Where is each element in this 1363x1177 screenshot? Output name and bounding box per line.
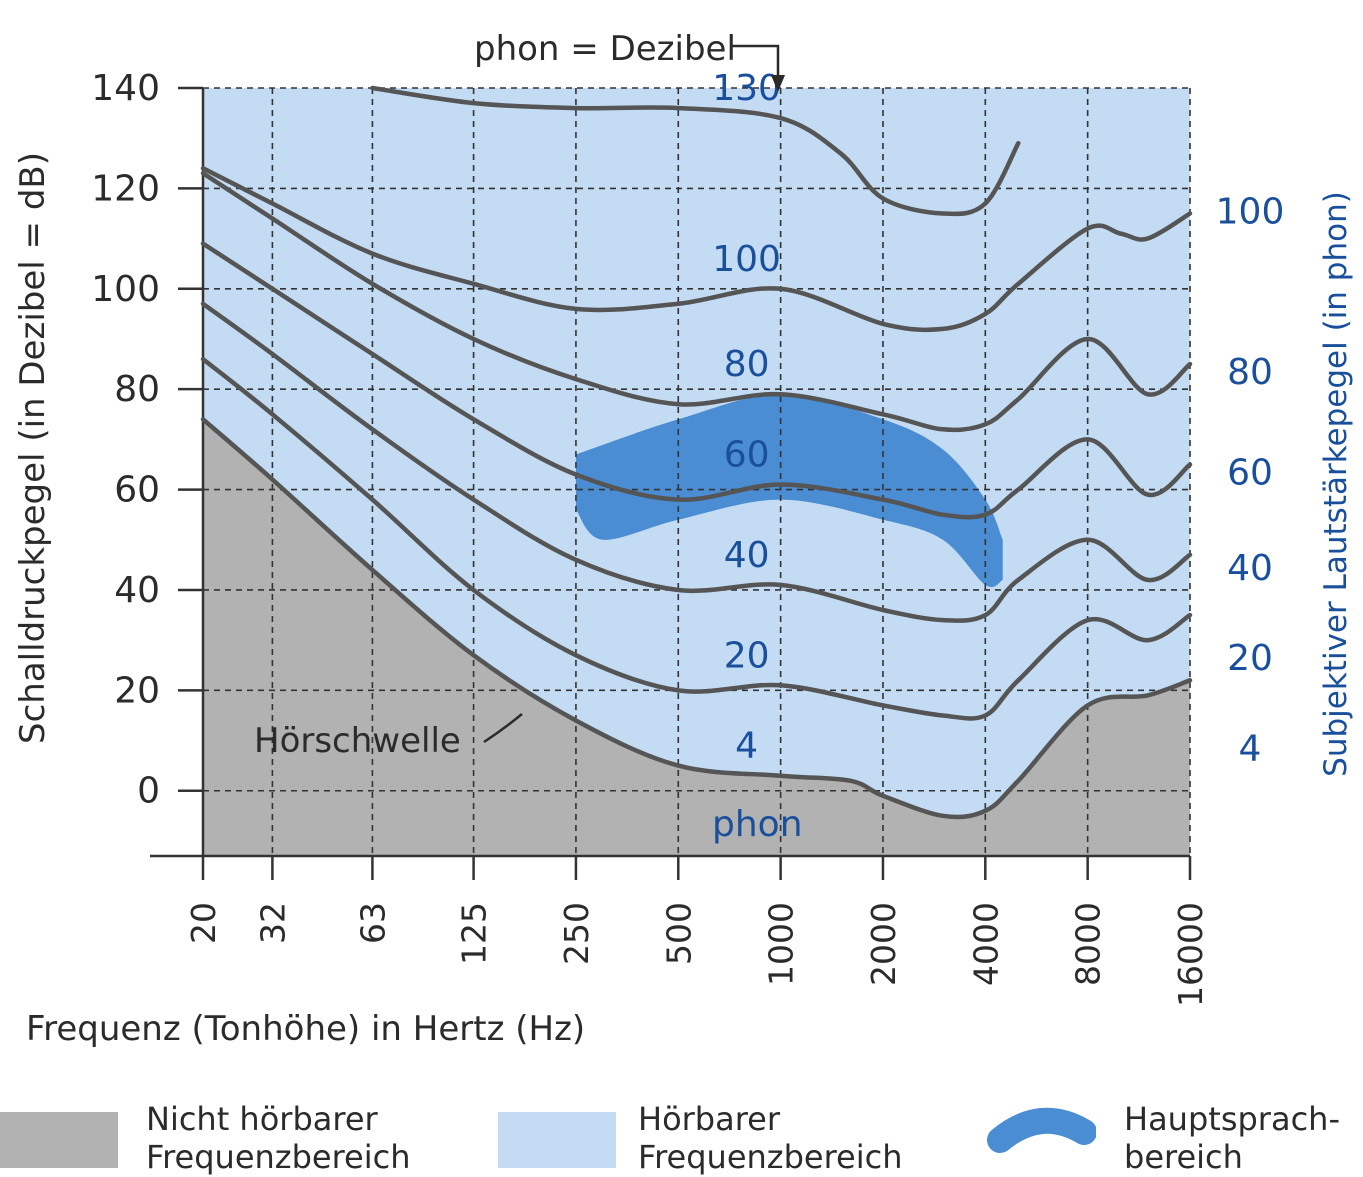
- right-tick-label: 100: [1216, 191, 1285, 232]
- threshold-pointer: [483, 713, 523, 744]
- curve-label-4: 4: [735, 726, 758, 767]
- curve-label-40: 40: [724, 535, 770, 576]
- annotation-top: phon = Dezibel: [474, 29, 736, 69]
- curves: [200, 85, 1193, 820]
- x-tick-label: 1000: [762, 902, 801, 986]
- y-tick-label: 100: [91, 269, 160, 310]
- unit-label: phon: [712, 804, 803, 845]
- legend-label-audible: Hörbarer Frequenzbereich: [638, 1100, 903, 1176]
- legend-label-inaudible: Nicht hörbarer Frequenzbereich: [146, 1100, 411, 1176]
- x-tick-label: 32: [253, 902, 292, 944]
- annotation-arrow-line: [732, 44, 780, 80]
- right-tick-label: 60: [1227, 453, 1273, 494]
- legend-swatch-speech: [987, 1107, 1096, 1153]
- curve-label-130: 130: [712, 68, 781, 109]
- x-tick-label: 20: [184, 902, 223, 944]
- right-tick-label: 4: [1239, 729, 1262, 770]
- x-tick-label: 125: [455, 902, 494, 965]
- curve-60: [200, 241, 1193, 520]
- legend-swatch-audible: [498, 1112, 616, 1168]
- curve-label-100: 100: [712, 239, 781, 280]
- y-axis-right-label: Subjektiver Lautstärkepegel (in phon): [1318, 191, 1354, 777]
- curve-80: [200, 171, 1193, 433]
- curve-40: [200, 301, 1193, 623]
- curve-label-60: 60: [724, 435, 770, 476]
- legend-item-audible: Hörbarer Frequenzbereich: [498, 1100, 938, 1176]
- x-tick-label: 4000: [966, 902, 1005, 986]
- y-tick-label: 60: [114, 470, 160, 511]
- curve-100: [200, 166, 1193, 333]
- axes: 140 120 100 80 60 40 20 0 20 32 63 125 250 500 1000 200…: [91, 68, 1210, 1007]
- curve-130: [370, 85, 1021, 217]
- inaudible-area: [203, 419, 1190, 856]
- y-tick-label: 80: [114, 369, 160, 410]
- x-tick-label: 250: [557, 902, 596, 965]
- right-tick-label: 20: [1227, 638, 1273, 679]
- y-axis-label: Schalldruckpegel (in Dezibel = dB): [13, 152, 53, 744]
- x-tick-label: 16000: [1171, 902, 1210, 1007]
- labels: 4 20 40 60 80 100 130 100 80 60 40 20 4: [712, 68, 1284, 769]
- x-tick-label: 63: [353, 902, 392, 944]
- y-tick-label: 140: [91, 68, 160, 109]
- curve-20: [200, 356, 1193, 721]
- curve-label-20: 20: [724, 635, 770, 676]
- legend-item-inaudible: Nicht hörbarer Frequenzbereich: [0, 1100, 446, 1176]
- x-tick-label: 500: [659, 902, 698, 965]
- y-tick-label: 120: [91, 168, 160, 209]
- x-axis-label: Frequenz (Tonhöhe) in Hertz (Hz): [26, 1009, 585, 1049]
- y-tick-label: 40: [114, 570, 160, 611]
- y-tick-label: 0: [137, 771, 160, 812]
- x-tick-label: 2000: [864, 902, 903, 986]
- x-tick-label: 8000: [1069, 902, 1108, 986]
- y-tick-label: 20: [114, 670, 160, 711]
- curve-label-80: 80: [724, 344, 770, 385]
- right-tick-label: 40: [1227, 548, 1273, 589]
- curve-4: [200, 417, 1193, 820]
- legend-item-speech: Hauptsprach- bereich: [986, 1100, 1363, 1176]
- speech-area: [575, 394, 1003, 588]
- annotation-arrow-head: [771, 75, 785, 92]
- threshold-label: Hörschwelle: [254, 721, 461, 761]
- right-tick-label: 80: [1227, 352, 1273, 393]
- legend-label-speech: Hauptsprach- bereich: [1124, 1100, 1340, 1176]
- legend-swatch-inaudible: [0, 1112, 118, 1168]
